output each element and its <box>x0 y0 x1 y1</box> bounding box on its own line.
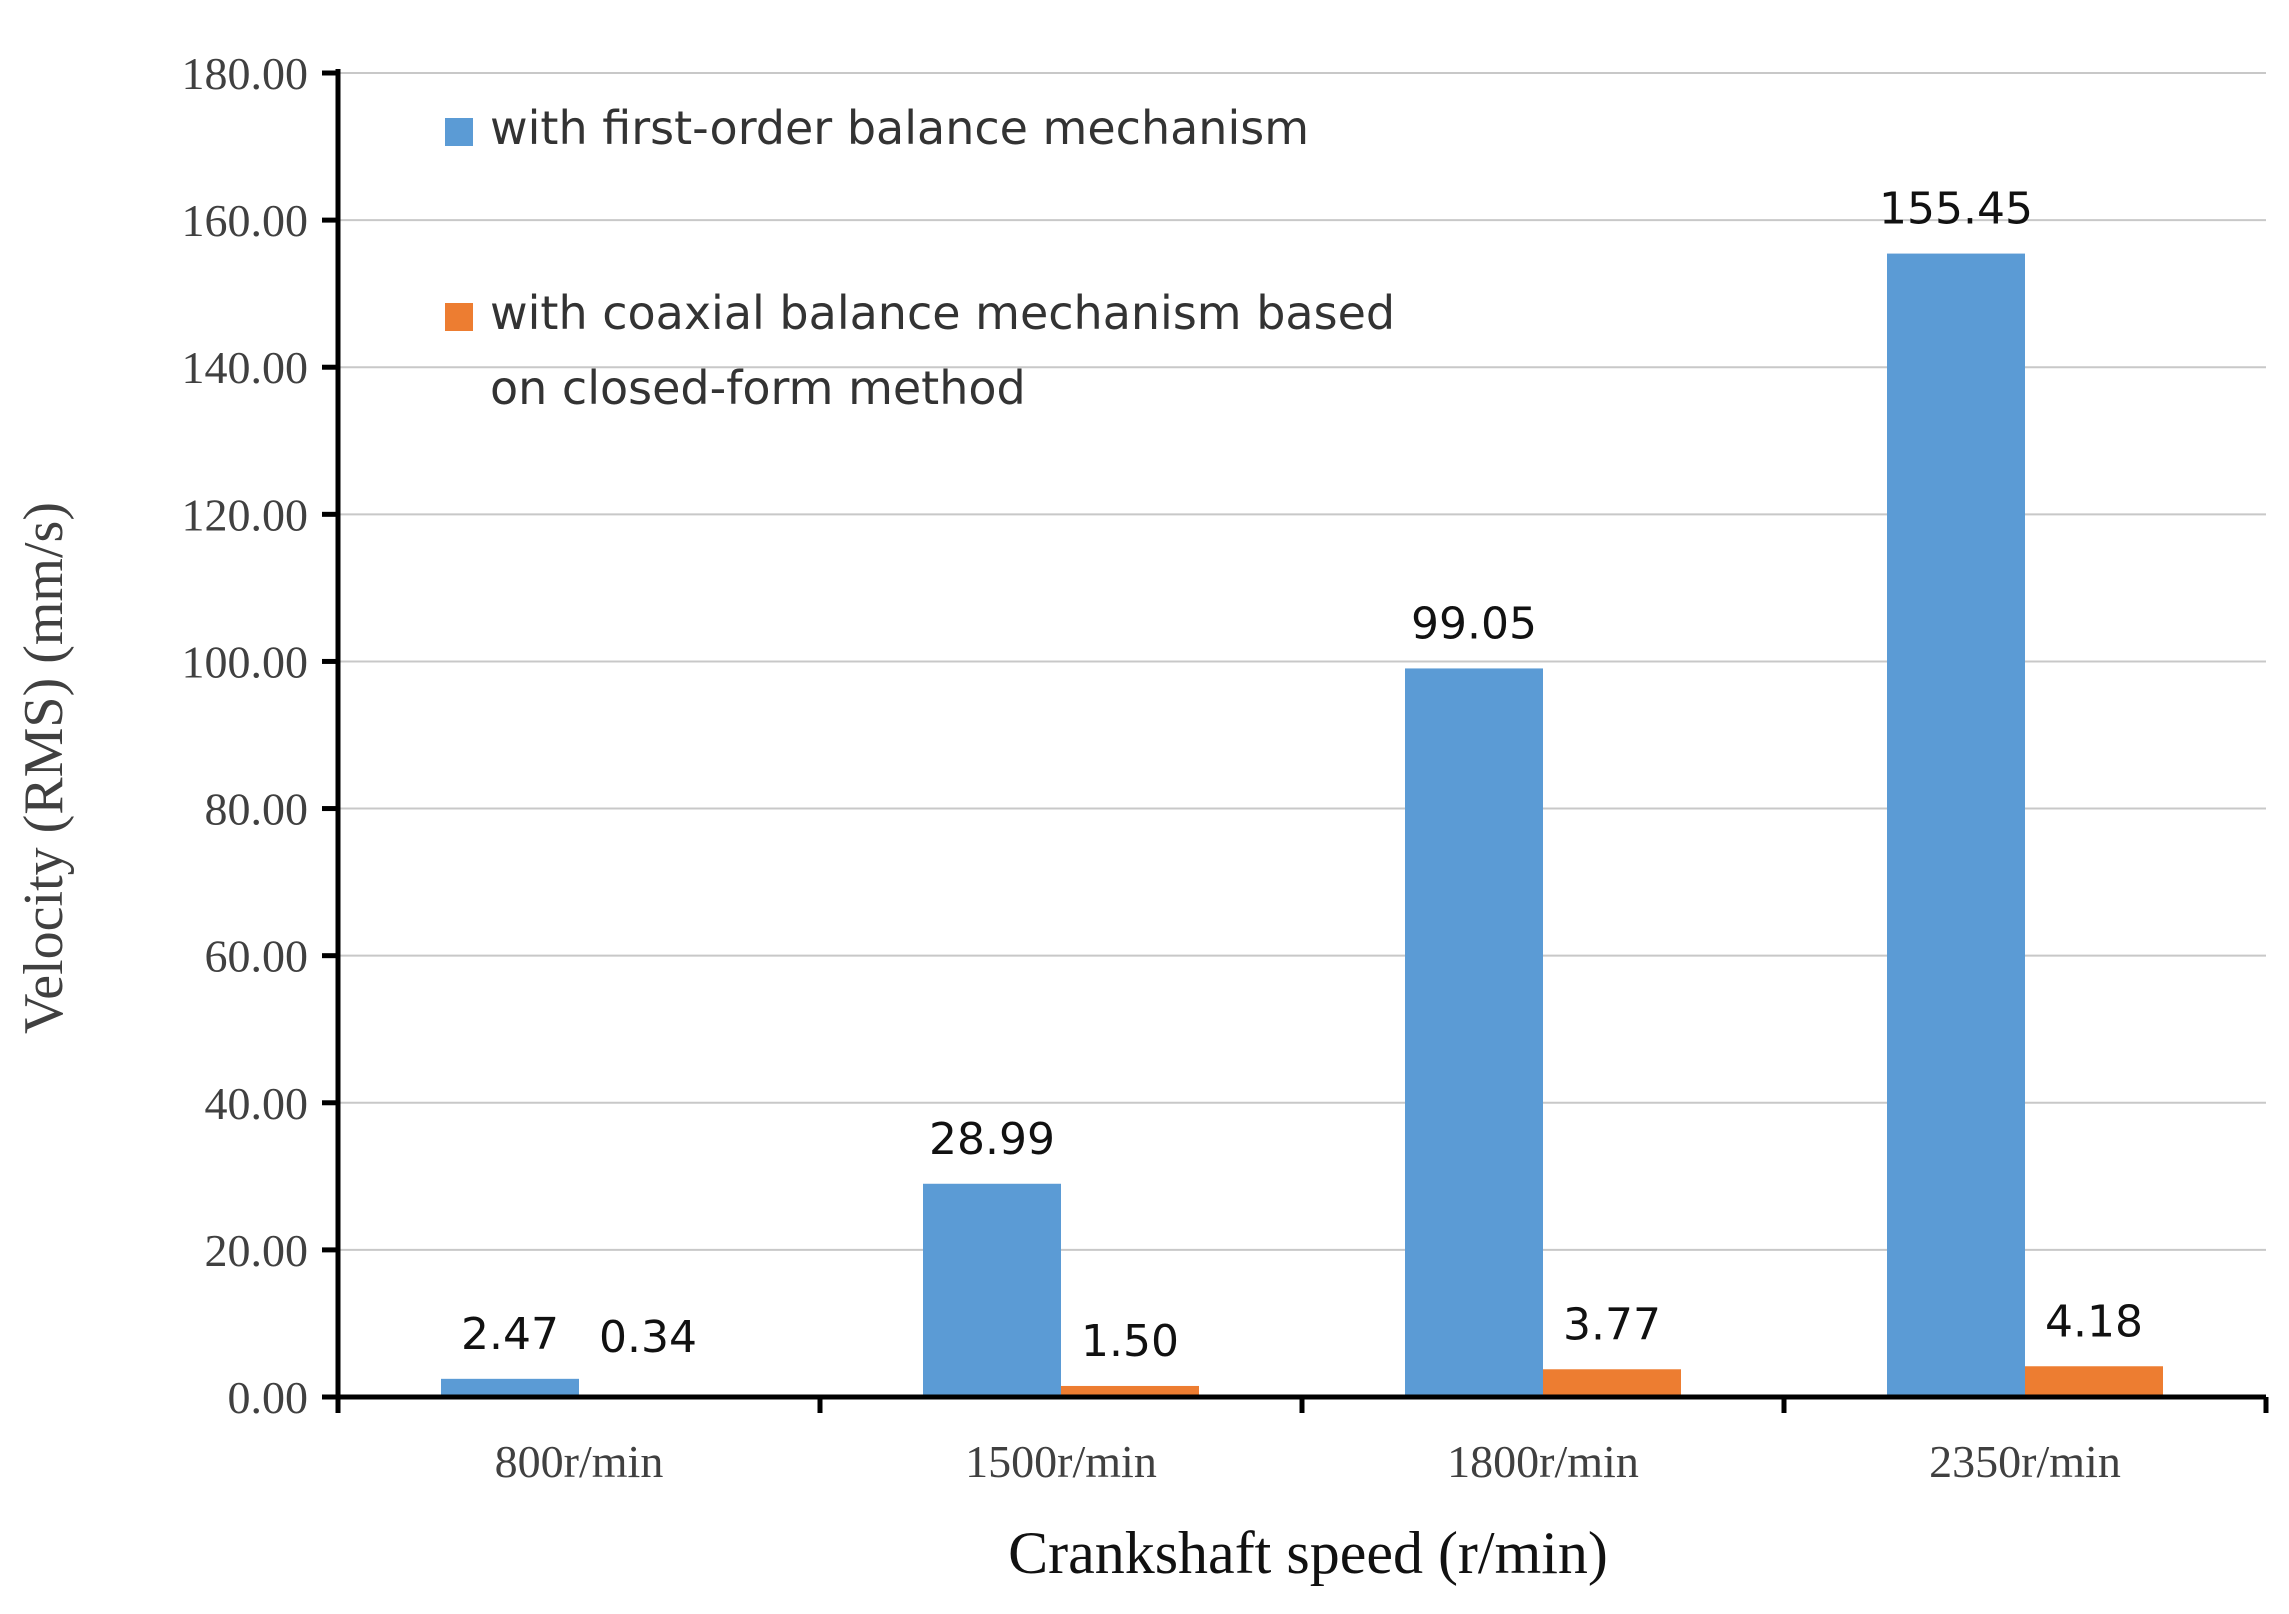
grid-lines <box>338 72 2266 1251</box>
legend-swatch <box>445 118 473 146</box>
data-label: 2.47 <box>461 1309 559 1360</box>
y-tick-label: 40.00 <box>205 1078 309 1129</box>
legend-swatch <box>445 303 473 331</box>
bar-coaxial <box>1061 1385 1199 1397</box>
data-labels: 2.47 0.34 28.99 1.50 99.05 3.77 155.45 4.18 <box>461 184 2143 1367</box>
y-axis-title: Velocity (RMS) (mm/s) <box>13 502 75 1034</box>
y-tick-label: 180.00 <box>182 48 309 99</box>
data-label: 1.50 <box>1081 1316 1179 1367</box>
bar-coaxial <box>1543 1369 1681 1397</box>
x-tick-label: 1500r/min <box>965 1436 1157 1487</box>
legend-label: on closed-form method <box>490 361 1026 415</box>
y-tick-label: 20.00 <box>205 1225 309 1276</box>
y-tick-label: 160.00 <box>182 195 309 246</box>
axes: 0.00 20.00 40.00 60.00 80.00 100.00 120.00 140.… <box>182 48 2269 1487</box>
legend-label: with first-order balance mechanism <box>490 101 1309 155</box>
x-tick-label: 2350r/min <box>1929 1436 2121 1487</box>
y-tick-label: 140.00 <box>182 342 309 393</box>
bar-first-order <box>441 1378 579 1397</box>
y-tick-label: 120.00 <box>182 489 309 540</box>
bar-first-order <box>923 1183 1061 1397</box>
legend-label: with coaxial balance mechanism based <box>490 286 1395 340</box>
data-label: 28.99 <box>929 1114 1055 1165</box>
y-tick-label: 80.00 <box>205 784 309 835</box>
data-label: 4.18 <box>2045 1296 2143 1347</box>
data-label: 0.34 <box>599 1312 697 1363</box>
bar-coaxial <box>2025 1366 2163 1397</box>
data-label: 99.05 <box>1411 598 1537 649</box>
bars <box>441 253 2163 1398</box>
bar-first-order <box>1405 668 1543 1397</box>
y-tick-label: 60.00 <box>205 931 309 982</box>
x-axis-title: Crankshaft speed (r/min) <box>1008 1520 1608 1586</box>
bar-first-order <box>1887 253 2025 1398</box>
x-tick-label: 800r/min <box>495 1436 664 1487</box>
legend: with first-order balance mechanism with c… <box>445 101 1395 415</box>
y-tick-label: 0.00 <box>228 1372 309 1423</box>
data-label: 3.77 <box>1563 1299 1661 1350</box>
x-tick-label: 1800r/min <box>1447 1436 1639 1487</box>
y-tick-label: 100.00 <box>182 636 309 687</box>
data-label: 155.45 <box>1879 184 2033 235</box>
